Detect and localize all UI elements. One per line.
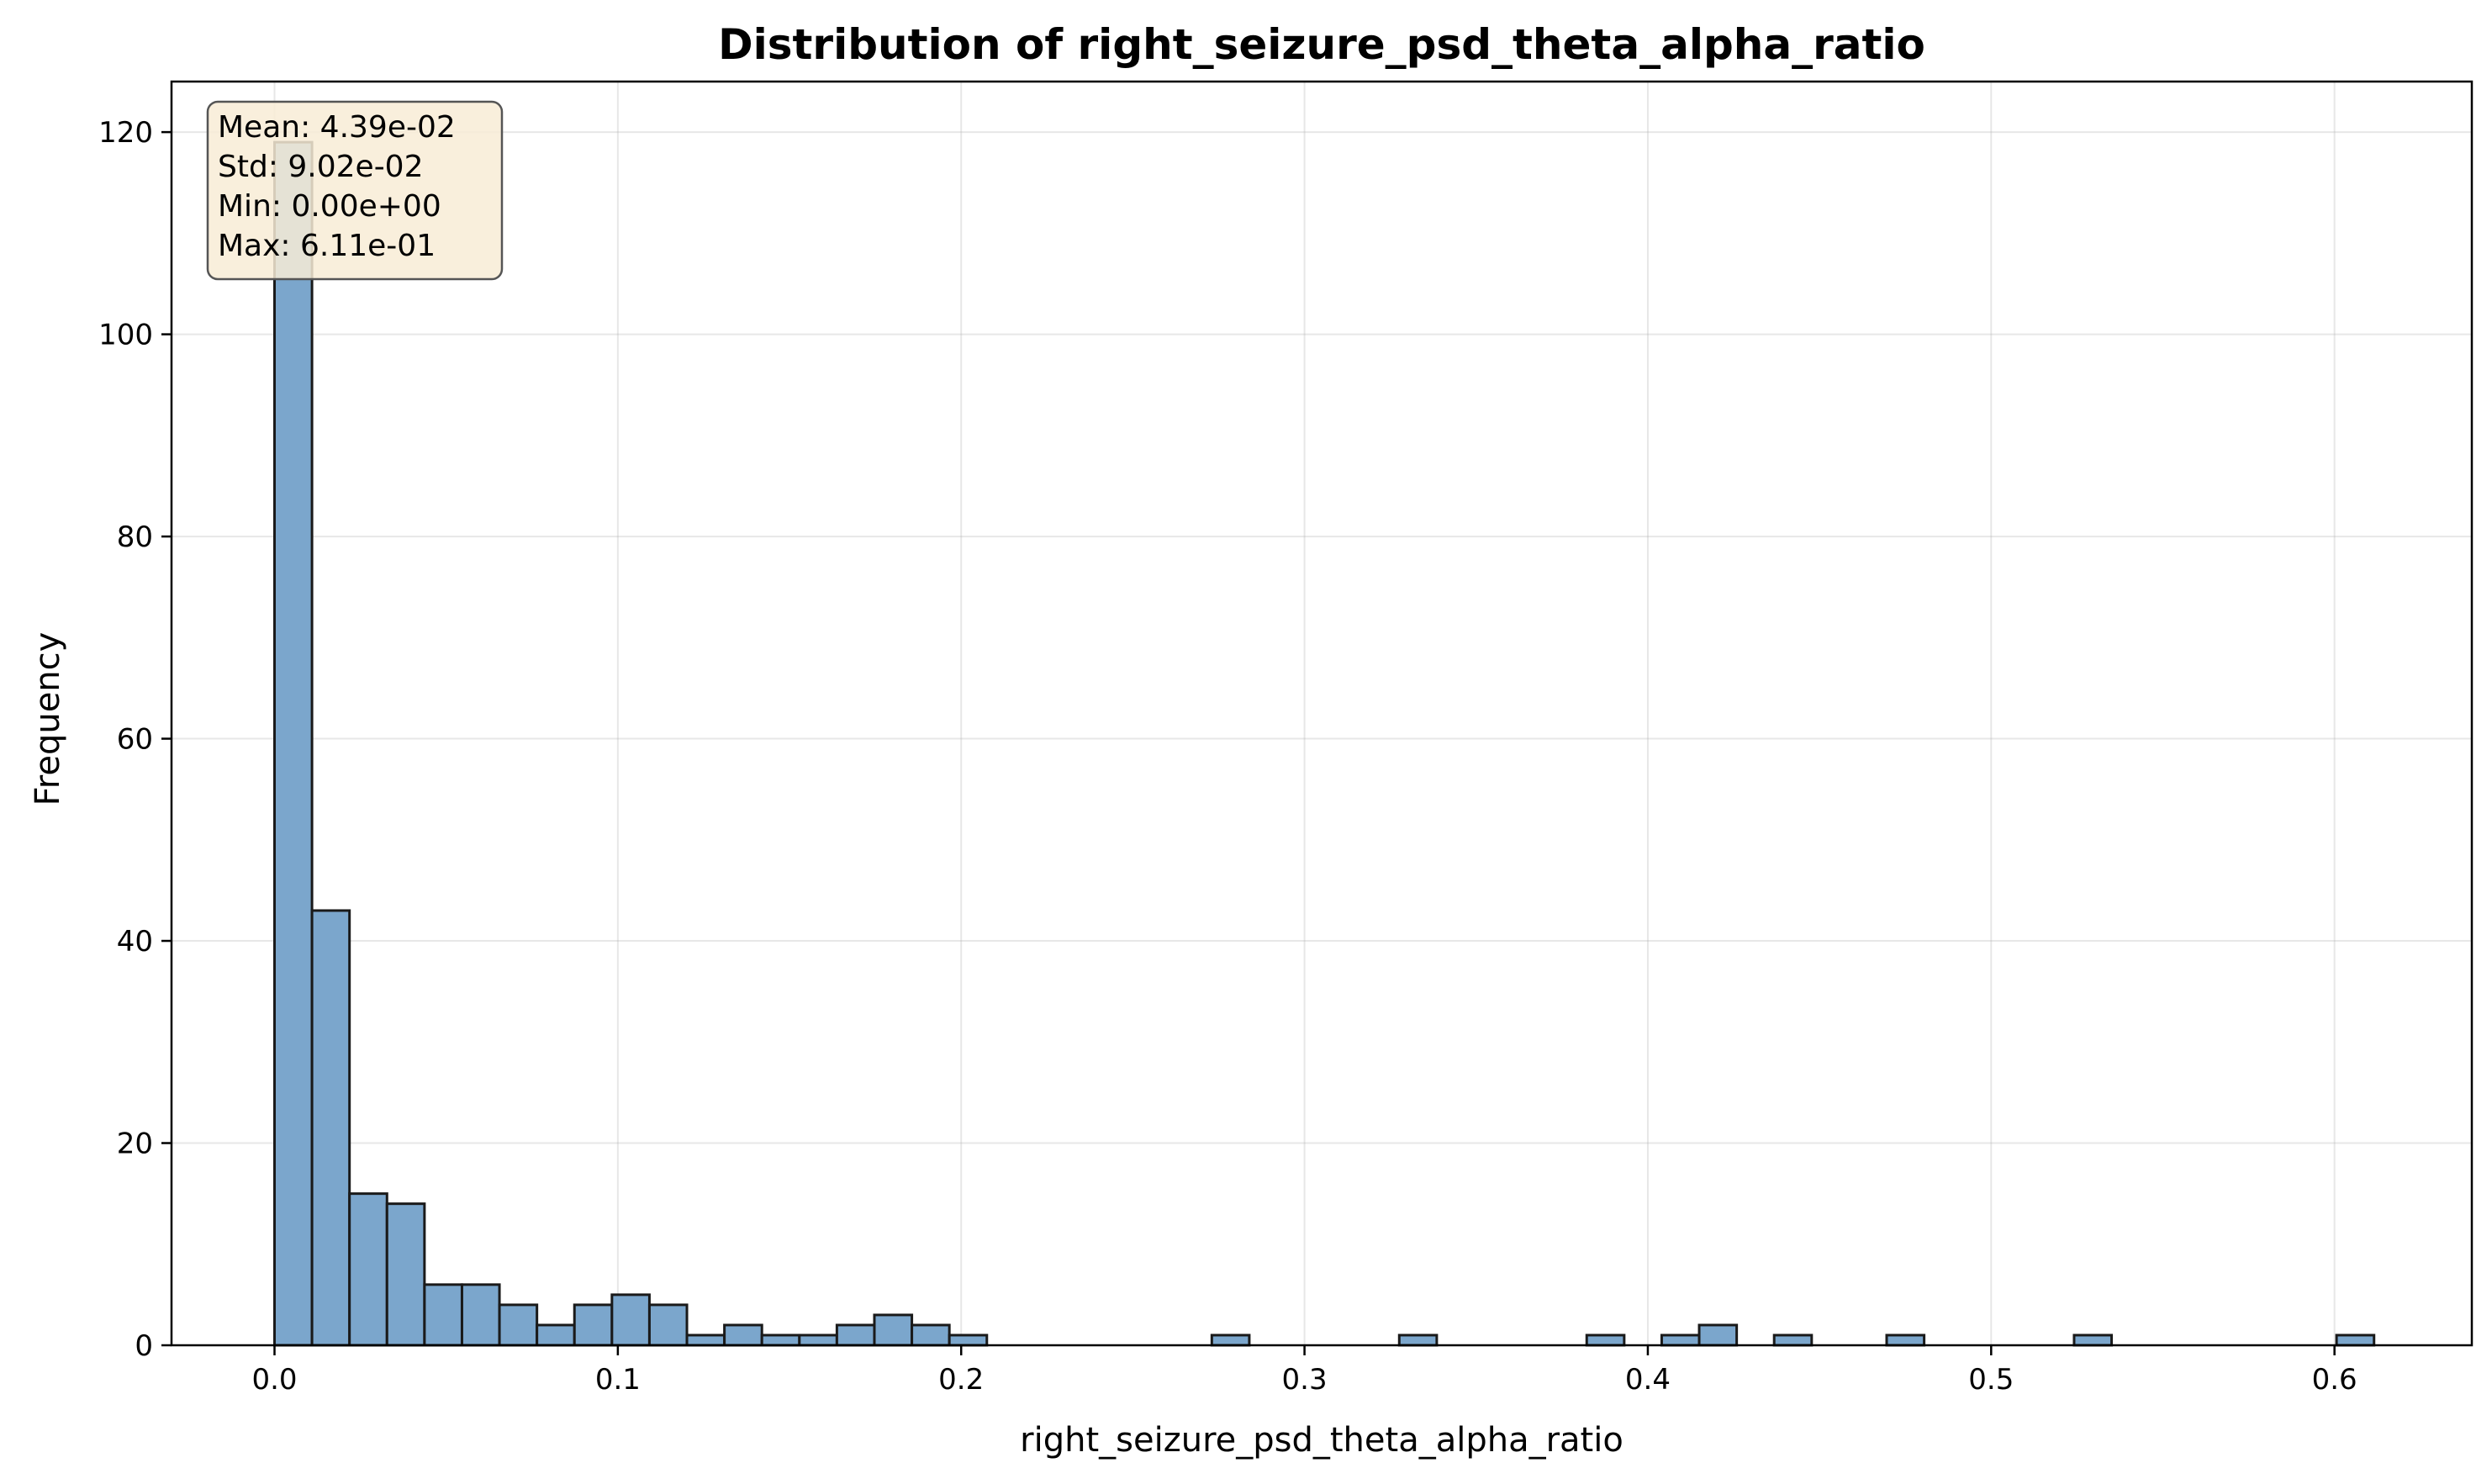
stats-min: Min: 0.00e+00	[218, 189, 441, 224]
histogram-bar	[835, 1323, 876, 1347]
histogram-bar	[310, 909, 351, 1347]
x-tick-label: 0.5	[1968, 1363, 2014, 1397]
y-axis-ticks: 0 20 40 60 80 100 120	[98, 116, 172, 1363]
histogram-bar	[911, 1323, 951, 1347]
y-tick-label: 20	[117, 1128, 153, 1161]
y-tick-label: 0	[135, 1329, 153, 1363]
x-tick-label: 0.3	[1282, 1363, 1328, 1397]
histogram-bar	[1210, 1333, 1251, 1347]
histogram-bar	[1585, 1333, 1626, 1347]
chart-title: Distribution of right_seizure_psd_theta_…	[718, 20, 1925, 69]
y-tick-label: 60	[117, 723, 153, 757]
x-tick-label: 0.4	[1625, 1363, 1671, 1397]
histogram-bar	[1697, 1323, 1739, 1347]
histogram-bar	[723, 1323, 763, 1347]
histogram-bar	[2335, 1333, 2376, 1347]
y-tick-label: 100	[98, 319, 153, 352]
histogram-bar	[647, 1303, 689, 1347]
x-tick-label: 0.1	[595, 1363, 641, 1397]
histogram-bar	[2072, 1333, 2114, 1347]
x-tick-label: 0.2	[938, 1363, 984, 1397]
histogram-bar	[1397, 1333, 1439, 1347]
stats-mean: Mean: 4.39e-02	[218, 110, 456, 145]
histogram-bar	[573, 1303, 614, 1347]
histogram-bar	[1885, 1333, 1926, 1347]
histogram-bar	[1772, 1333, 1814, 1347]
stats-box: Mean: 4.39e-02 Std: 9.02e-02 Min: 0.00e+…	[206, 100, 504, 281]
x-tick-label: 0.0	[251, 1363, 297, 1397]
stats-box-background	[206, 100, 504, 281]
histogram-bar	[610, 1293, 651, 1347]
histogram-bar	[1660, 1333, 1701, 1347]
histogram-bar	[348, 1192, 388, 1347]
histogram-bar	[685, 1333, 726, 1347]
x-axis-ticks: 0.0 0.1 0.2 0.3 0.4 0.5 0.6	[251, 1345, 2357, 1397]
histogram-bar	[385, 1202, 426, 1347]
y-tick-label: 40	[117, 925, 153, 959]
y-tick-label: 120	[98, 116, 153, 150]
histogram-bar	[948, 1333, 989, 1347]
x-axis-label: right_seizure_psd_theta_alpha_ratio	[1020, 1421, 1623, 1460]
histogram-bar	[423, 1283, 463, 1347]
histogram-bar	[798, 1333, 838, 1347]
x-tick-label: 0.6	[2312, 1363, 2357, 1397]
histogram-bar	[873, 1313, 914, 1347]
stats-max: Max: 6.11e-01	[218, 229, 436, 263]
axes-frame	[170, 80, 2474, 1347]
histogram-bar	[536, 1323, 576, 1347]
y-tick-label: 80	[117, 520, 153, 554]
stats-std: Std: 9.02e-02	[218, 150, 424, 184]
histogram-bar	[460, 1283, 501, 1347]
histogram-bar	[760, 1333, 801, 1347]
histogram-bar	[498, 1303, 539, 1347]
histogram-bar	[273, 140, 314, 1347]
y-axis-label: Frequency	[29, 632, 67, 806]
